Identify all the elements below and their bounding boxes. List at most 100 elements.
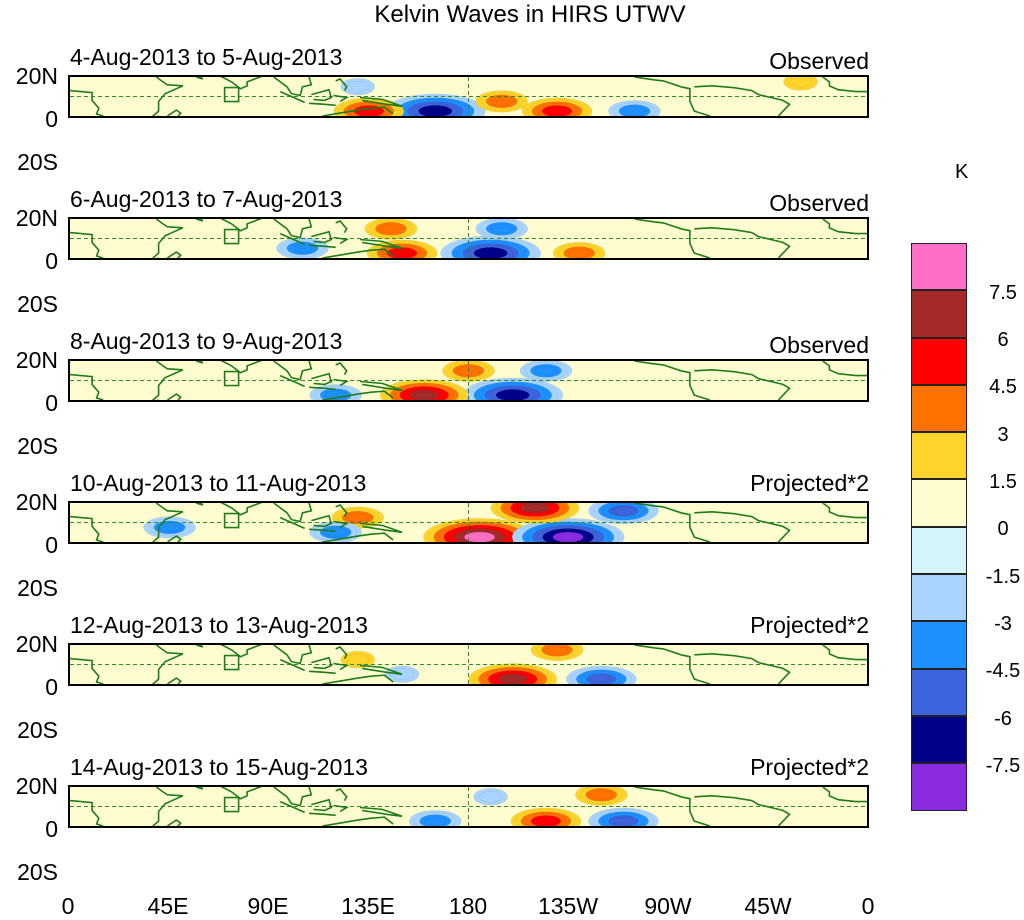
coastline-7 (309, 244, 336, 249)
coastline-15 (822, 361, 867, 377)
map-svg-3 (70, 503, 867, 542)
coastline-11 (335, 362, 348, 376)
coastline-12 (322, 816, 394, 826)
colorbar-box-8 (911, 621, 967, 669)
coastline-7 (309, 812, 336, 817)
panel-kind-1: Observed (769, 190, 869, 216)
coastline-3 (195, 219, 204, 222)
anomaly-feature-3-level-3 (424, 816, 446, 826)
coastline-13 (634, 77, 711, 116)
coastline-10 (359, 238, 403, 250)
coastline-2 (166, 819, 182, 826)
coastline-12 (322, 248, 394, 258)
anomaly-feature-1-level-5 (391, 249, 413, 258)
anomaly-feature-3-level-3 (568, 248, 590, 258)
colorbar-label-9: -6 (994, 708, 1012, 730)
coastline-1 (151, 361, 184, 400)
colorbar-label-1: 6 (997, 329, 1009, 351)
map-svg-2 (70, 361, 867, 400)
coastline-10 (359, 96, 403, 108)
panel-kind-4: Projected*2 (750, 612, 869, 638)
colorbar (911, 243, 967, 811)
panel-date-4: 12-Aug-2013 to 13-Aug-2013 (70, 612, 368, 638)
anomaly-feature-6-level-3 (159, 522, 181, 532)
anomaly-feature-4-level-3 (623, 106, 646, 116)
coastline-4 (220, 219, 263, 232)
colorbar-box-11 (911, 763, 967, 811)
lat-label-20n-1: 20N (15, 205, 58, 231)
coastline-4 (220, 503, 263, 516)
coastline-15 (822, 503, 867, 519)
coastline-0 (70, 657, 104, 684)
coastline-13 (634, 219, 711, 258)
lat-label-20s-1: 20S (17, 291, 58, 317)
lon-tick-135w: 135W (537, 893, 599, 919)
lat-label-20n-0: 20N (15, 63, 58, 89)
coastline-13 (634, 787, 711, 826)
coastline-9 (333, 94, 350, 103)
lat-label-20s-2: 20S (17, 433, 58, 459)
panel-kind-2: Observed (769, 332, 869, 358)
colorbar-box-0 (911, 243, 967, 291)
colorbar-box-1 (911, 290, 967, 338)
anomaly-feature-0-level-7 (423, 107, 447, 116)
map-panel-3 (68, 501, 869, 544)
anomaly-feature-2-level-3 (380, 224, 402, 234)
anomaly-feature-0-level-7 (479, 249, 502, 258)
coastline-0 (70, 799, 104, 826)
map-svg-0 (70, 77, 867, 116)
anomaly-feature-5-level-1 (346, 80, 370, 93)
coastline-2 (166, 677, 182, 684)
colorbar-label-4: 1.5 (989, 471, 1017, 493)
anomaly-feature-6-level-1 (789, 77, 813, 88)
colorbar-box-6 (911, 526, 967, 575)
coastline-10 (359, 380, 403, 392)
lat-label-20s-0: 20S (17, 149, 58, 175)
panel-date-5: 14-Aug-2013 to 15-Aug-2013 (70, 754, 368, 780)
anomaly-feature-1-level-7 (414, 391, 435, 399)
lat-label-20s-3: 20S (17, 575, 58, 601)
coastline-12 (322, 532, 394, 542)
map-svg-1 (70, 219, 867, 258)
anomaly-feature-3-level-3 (491, 96, 513, 106)
coastline-5 (273, 361, 313, 381)
coastline-2 (166, 535, 182, 542)
anomaly-feature-2-level-3 (546, 645, 568, 655)
colorbar-label-6: -1.5 (985, 566, 1021, 588)
lon-tick-180: 180 (448, 893, 488, 919)
coastline-3 (195, 503, 204, 506)
coastline-0 (70, 373, 104, 400)
coastline-15 (822, 77, 867, 93)
coastline-4 (220, 361, 263, 374)
coastline-13 (634, 645, 711, 684)
coastline-5 (273, 645, 313, 665)
lat-label-20s-5: 20S (17, 859, 58, 885)
coastline-11 (335, 220, 348, 234)
colorbar-label-2: 4.5 (989, 376, 1017, 398)
anomaly-feature-0-level-7 (502, 675, 523, 683)
coastline-8 (311, 230, 333, 244)
lon-tick-90e: 90E (247, 893, 289, 919)
chart-title: Kelvin Waves in HIRS UTWV (374, 1, 686, 28)
coastline-10 (359, 806, 403, 818)
coastline-15 (822, 219, 867, 235)
panel-kind-3: Projected*2 (750, 470, 869, 496)
coastline-9 (333, 520, 350, 529)
lon-tick-360: 0 (861, 893, 875, 919)
coastline-5 (273, 787, 313, 807)
panel-kind-5: Projected*2 (750, 754, 869, 780)
colorbar-box-5 (911, 479, 967, 527)
lat-label-20s-4: 20S (17, 717, 58, 743)
coastline-1 (151, 787, 184, 826)
island-marker (223, 796, 240, 813)
coastline-9 (333, 662, 350, 671)
lat-label-20n-2: 20N (15, 347, 58, 373)
coastline-12 (322, 674, 394, 684)
coastline-10 (359, 522, 403, 534)
anomaly-feature-1-level-9 (557, 533, 579, 541)
anomaly-feature-2-level-3 (590, 790, 612, 800)
coastline-4 (220, 77, 263, 90)
anomaly-feature-5-level-3 (325, 527, 347, 537)
coastline-9 (333, 236, 350, 245)
coastline-14 (694, 794, 791, 826)
